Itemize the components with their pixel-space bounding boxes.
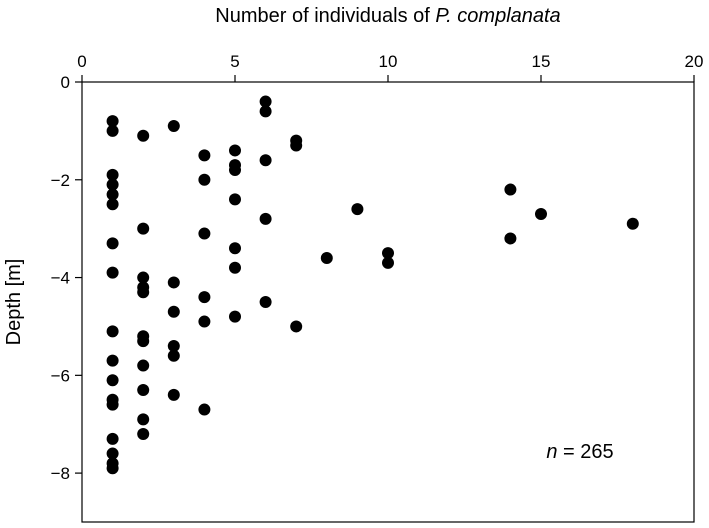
data-point xyxy=(106,237,119,250)
data-point xyxy=(626,217,639,230)
data-point xyxy=(198,173,211,186)
data-point xyxy=(229,164,241,176)
data-point xyxy=(290,320,303,333)
data-point xyxy=(106,462,119,475)
y-tick-label: −6 xyxy=(51,366,70,385)
data-point xyxy=(106,188,119,201)
y-axis: 0 −2 −4 −6 −8 xyxy=(51,73,82,483)
data-point xyxy=(106,266,119,279)
data-point xyxy=(259,296,272,308)
data-point xyxy=(167,305,180,318)
data-point xyxy=(229,193,241,206)
x-tick-label: 0 xyxy=(77,52,86,71)
data-point xyxy=(229,144,241,157)
data-point xyxy=(198,403,211,416)
data-point xyxy=(167,120,180,132)
x-axis-title-species: P. complanata xyxy=(435,5,560,27)
data-point xyxy=(106,447,119,460)
data-point xyxy=(167,340,180,352)
data-point xyxy=(229,261,241,274)
data-points xyxy=(106,95,639,475)
data-point xyxy=(137,384,150,396)
data-point xyxy=(137,271,150,284)
data-point xyxy=(198,227,211,240)
data-point xyxy=(198,291,211,304)
data-point xyxy=(106,124,119,137)
sample-size-annotation: n = 265 xyxy=(546,441,613,463)
sample-size-value: = 265 xyxy=(557,441,613,463)
data-point xyxy=(106,198,119,211)
data-point xyxy=(106,115,119,128)
data-point xyxy=(106,325,119,338)
data-point xyxy=(167,276,180,289)
data-point xyxy=(259,105,272,118)
sample-size-variable: n xyxy=(546,441,557,463)
data-point xyxy=(382,247,394,260)
data-point xyxy=(137,428,150,440)
data-point xyxy=(290,139,303,152)
y-tick-label: −8 xyxy=(51,464,70,483)
y-tick-label: −4 xyxy=(51,269,70,288)
data-point xyxy=(351,203,364,216)
data-point xyxy=(320,252,333,264)
x-tick-label: 20 xyxy=(685,52,704,71)
x-axis-title-prefix: Number of individuals of xyxy=(215,5,435,27)
data-point xyxy=(106,178,119,191)
data-point xyxy=(106,354,119,367)
data-point xyxy=(229,242,241,255)
x-axis-title: Number of individuals of P. complanata xyxy=(215,5,560,27)
data-point xyxy=(106,398,119,411)
data-point xyxy=(137,129,150,142)
data-point xyxy=(106,374,119,387)
data-point xyxy=(229,310,241,323)
data-point xyxy=(106,432,119,445)
y-tick-label: −2 xyxy=(51,171,70,190)
data-point xyxy=(259,95,272,108)
y-axis-title: Depth [m] xyxy=(3,259,25,346)
data-point xyxy=(382,256,394,269)
data-point xyxy=(137,413,150,426)
data-point xyxy=(198,149,211,162)
data-point xyxy=(167,388,180,401)
data-point xyxy=(504,232,517,245)
y-tick-label: 0 xyxy=(61,73,70,92)
x-tick-label: 10 xyxy=(379,52,398,71)
data-point xyxy=(198,315,211,328)
x-axis: 0 5 10 15 20 xyxy=(77,52,703,82)
data-point xyxy=(259,154,272,167)
data-point xyxy=(167,349,180,362)
data-point xyxy=(137,286,150,299)
data-point xyxy=(137,335,150,348)
data-point xyxy=(137,359,150,372)
x-tick-label: 15 xyxy=(532,52,551,71)
data-point xyxy=(137,222,150,235)
data-point xyxy=(106,168,119,181)
data-point xyxy=(504,183,517,196)
data-point xyxy=(259,212,272,225)
data-point xyxy=(535,208,547,220)
x-tick-label: 5 xyxy=(230,52,239,71)
